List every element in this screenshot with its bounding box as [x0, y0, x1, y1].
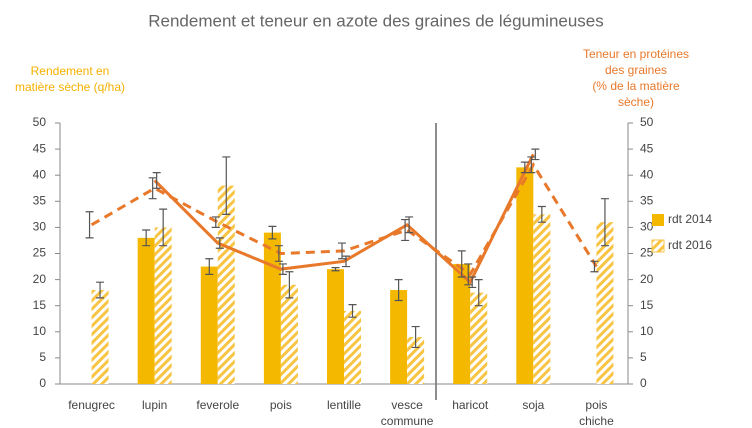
- error-bar: [590, 260, 599, 273]
- error-bar: [205, 258, 214, 275]
- legend-swatch: [652, 214, 664, 226]
- y-tick-label: 50: [33, 115, 47, 129]
- legend-label: rdt 2014: [668, 212, 712, 226]
- error-bar: [348, 304, 357, 318]
- y2-tick-label: 40: [640, 167, 654, 181]
- error-bar: [215, 237, 224, 249]
- bar: [280, 284, 298, 384]
- y2-tick-label: 35: [640, 193, 654, 207]
- error-bar: [159, 208, 168, 247]
- x-tick-label: haricot: [452, 398, 489, 412]
- x-tick-label: soja: [522, 398, 544, 412]
- y2-tick-label: 45: [640, 141, 654, 155]
- error-bar: [342, 255, 350, 268]
- error-bar: [474, 279, 483, 307]
- y2-axis-label: (% de la matière: [592, 79, 680, 93]
- x-tick-label: fenugrec: [68, 398, 115, 412]
- error-bar: [96, 281, 105, 299]
- line: [153, 153, 535, 285]
- y2-tick-label: 20: [640, 272, 654, 286]
- y-tick-label: 0: [39, 376, 46, 390]
- y2-axis-label: des graines: [605, 63, 667, 77]
- bar: [154, 227, 172, 384]
- y-tick-label: 5: [39, 350, 46, 364]
- y2-tick-label: 5: [640, 350, 647, 364]
- bar: [137, 237, 155, 384]
- error-bar: [278, 263, 287, 275]
- y-tick-label: 10: [33, 324, 47, 338]
- bar: [453, 263, 471, 384]
- y2-tick-label: 15: [640, 298, 654, 312]
- bar: [327, 269, 344, 384]
- y2-tick-label: 30: [640, 220, 654, 234]
- y-tick-label: 25: [33, 246, 47, 260]
- y2-tick-label: 10: [640, 324, 654, 338]
- y-tick-label: 40: [33, 167, 47, 181]
- line: [90, 161, 598, 277]
- legend-label: rdt 2016: [668, 238, 712, 252]
- x-tick-label: pois: [270, 398, 292, 412]
- bar: [91, 290, 109, 384]
- error-bar: [411, 325, 420, 349]
- bar: [200, 266, 218, 384]
- bar: [533, 214, 551, 384]
- bar: [407, 337, 425, 384]
- error-bar: [274, 245, 283, 262]
- bar: [344, 310, 361, 384]
- error-bar: [85, 211, 94, 239]
- y2-tick-label: 0: [640, 376, 647, 390]
- y-axis-label: Rendement en: [31, 64, 110, 78]
- x-tick-label: pois chiche: [579, 398, 614, 428]
- y-tick-label: 35: [33, 193, 47, 207]
- bar: [470, 292, 488, 384]
- y-tick-label: 15: [33, 298, 47, 312]
- error-bar: [142, 229, 151, 247]
- error-bar: [401, 218, 410, 242]
- y2-tick-label: 50: [640, 115, 654, 129]
- y2-axis-label: Teneur en protéines: [583, 47, 689, 61]
- legend-swatch: [651, 239, 665, 253]
- error-bar: [531, 148, 540, 161]
- x-tick-label: lupin: [142, 398, 167, 412]
- error-bar: [222, 156, 231, 215]
- error-bar: [468, 276, 477, 289]
- error-bar: [285, 271, 294, 299]
- bar: [390, 290, 408, 384]
- error-bar: [600, 198, 609, 247]
- y-axis-label: matière sèche (q/ha): [15, 80, 125, 94]
- x-tick-label: lentille: [327, 398, 361, 412]
- error-bar: [268, 225, 277, 240]
- error-bar: [331, 266, 340, 272]
- y-tick-label: 20: [33, 272, 47, 286]
- error-bar: [457, 250, 466, 278]
- error-bar: [537, 205, 546, 223]
- bar: [596, 222, 614, 384]
- error-bar: [338, 242, 346, 260]
- error-bar: [394, 279, 403, 302]
- bar: [516, 167, 534, 384]
- bar: [263, 232, 281, 384]
- error-bar: [152, 171, 161, 189]
- chart-title: Rendement et teneur en azote des graines…: [148, 11, 604, 30]
- error-bar: [464, 263, 473, 286]
- x-tick-label: feverole: [196, 398, 239, 412]
- error-bar: [148, 177, 157, 200]
- y2-axis-label: sèche): [618, 95, 654, 109]
- error-bar: [211, 216, 220, 228]
- bar: [217, 185, 235, 384]
- y-tick-label: 30: [33, 220, 47, 234]
- x-tick-label: vesce commune: [381, 398, 434, 428]
- y2-tick-label: 25: [640, 246, 654, 260]
- error-bar: [527, 156, 536, 174]
- y-tick-label: 45: [33, 141, 47, 155]
